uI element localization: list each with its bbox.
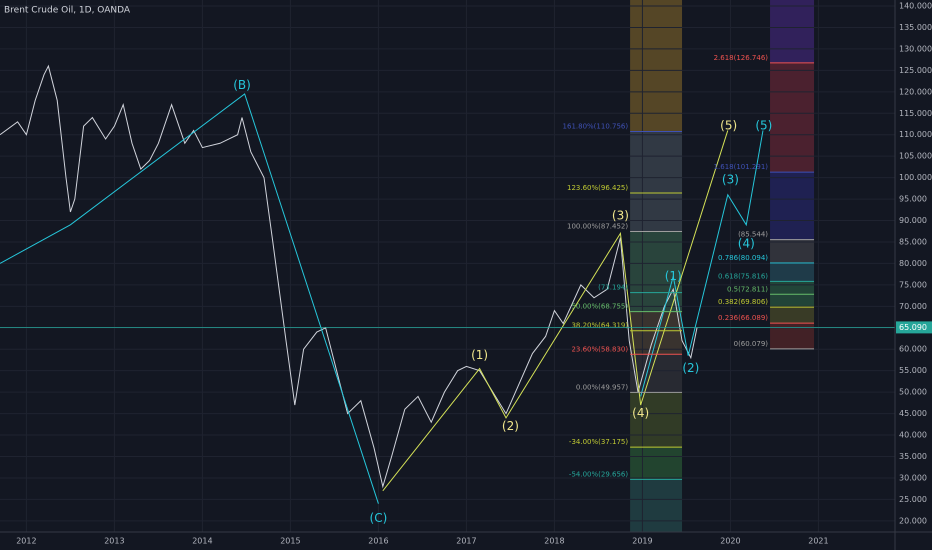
band	[630, 479, 683, 532]
band	[770, 323, 815, 349]
y-tick-label: 120.000	[899, 87, 932, 96]
y-tick-label: 110.000	[899, 130, 932, 139]
fib-label: 0.00%(49.957)	[576, 383, 628, 391]
band	[770, 307, 815, 324]
y-tick-label: 25.000	[899, 495, 927, 504]
y-tick-label: 140.000	[899, 2, 932, 11]
band	[770, 239, 815, 263]
fib-label: 50.00%(68.755)	[571, 303, 628, 311]
fib-label: 123.60%(96.425)	[567, 184, 628, 192]
y-tick-label: 95.000	[899, 195, 927, 204]
x-tick-label: 2021	[808, 537, 828, 546]
y-tick-label: 60.000	[899, 345, 927, 354]
fib-label: 0.5(72.811)	[727, 285, 768, 293]
band	[770, 172, 815, 240]
wave-label: (4)	[632, 406, 649, 420]
fib-label: 161.80%(110.756)	[563, 122, 629, 130]
y-tick-label: 100.000	[899, 173, 932, 182]
x-tick-label: 2012	[16, 537, 36, 546]
fib-bands	[630, 0, 815, 532]
fib-label: 100.00%(87.452)	[567, 222, 628, 230]
plot: 161.80%(110.756) 123.60%(96.425) 100.00%(8…	[0, 54, 895, 525]
wave-label: (C)	[370, 511, 388, 525]
band	[630, 392, 683, 448]
band	[630, 354, 683, 393]
y-tick-label: 135.000	[899, 23, 932, 32]
fib-label: -54.00%(29.656)	[569, 470, 628, 478]
fib-label: 1.618(101.291)	[714, 163, 769, 171]
y-tick-label: 130.000	[899, 44, 932, 53]
x-tick-label: 2014	[192, 537, 212, 546]
x-tick-label: 2015	[280, 537, 300, 546]
fib-label: 0.618(75.816)	[718, 272, 768, 280]
band	[630, 447, 683, 480]
y-tick-label: 90.000	[899, 216, 927, 225]
y-tick-label: 55.000	[899, 366, 927, 375]
y-tick-label: 125.000	[899, 66, 932, 75]
y-tick-label: 85.000	[899, 237, 927, 246]
y-tick-label: 20.000	[899, 516, 927, 525]
y-tick-label: 75.000	[899, 280, 927, 289]
y-tick-label: 105.000	[899, 152, 932, 161]
wave-label: (5)	[755, 119, 772, 133]
wave-line	[0, 93, 379, 504]
wave-line	[640, 130, 764, 397]
x-tick-label: 2017	[456, 537, 476, 546]
wave-label: (1)	[665, 269, 682, 283]
fib-label: -34.00%(37.175)	[569, 438, 628, 446]
wave-label: (5)	[720, 119, 737, 133]
y-tick-label: 30.000	[899, 473, 927, 482]
y-tick-label: 70.000	[899, 302, 927, 311]
fib-label: 0.786(80.094)	[718, 254, 768, 262]
fib-label: 2.618(126.746)	[714, 54, 769, 62]
wave-label: (1)	[471, 348, 488, 362]
band	[770, 262, 815, 282]
x-tick-label: 2018	[544, 537, 564, 546]
chart-title: Brent Crude Oil, 1D, OANDA	[4, 6, 131, 16]
fib-label: (85.544)	[738, 231, 768, 239]
y-tick-label: 50.000	[899, 388, 927, 397]
fib-label: 23.60%(58.830)	[571, 345, 628, 353]
wave-label: (2)	[682, 361, 699, 375]
price-tag-label: 65.090	[899, 323, 927, 332]
y-tick-label: 45.000	[899, 409, 927, 418]
fib-label: 38.20%(64.319)	[571, 322, 628, 330]
y-tick-label: 115.000	[899, 109, 932, 118]
y-tick-label: 40.000	[899, 431, 927, 440]
price-tag	[896, 321, 932, 334]
y-tick-label: 35.000	[899, 452, 927, 461]
band	[630, 131, 683, 232]
wave-label: (2)	[502, 419, 519, 433]
y-tick-label: 80.000	[899, 259, 927, 268]
fib-label: 0.382(69.806)	[718, 298, 768, 306]
fib-label: (73.194)	[598, 284, 628, 292]
wave-line	[382, 130, 729, 492]
x-tick-label: 2020	[720, 537, 740, 546]
wave-label: (3)	[612, 209, 629, 223]
band	[630, 231, 683, 312]
x-tick-label: 2019	[632, 537, 652, 546]
x-tick-label: 2016	[368, 537, 388, 546]
wave-label: (4)	[738, 237, 755, 251]
band	[630, 0, 683, 132]
wave-label: (3)	[722, 172, 739, 186]
fib-label: 0.236(66.089)	[718, 314, 768, 322]
band	[630, 311, 683, 355]
band	[770, 63, 815, 173]
wave-label: (B)	[233, 78, 251, 92]
fib-label: 0(60.079)	[734, 340, 769, 348]
band	[770, 0, 815, 64]
x-tick-label: 2013	[104, 537, 124, 546]
